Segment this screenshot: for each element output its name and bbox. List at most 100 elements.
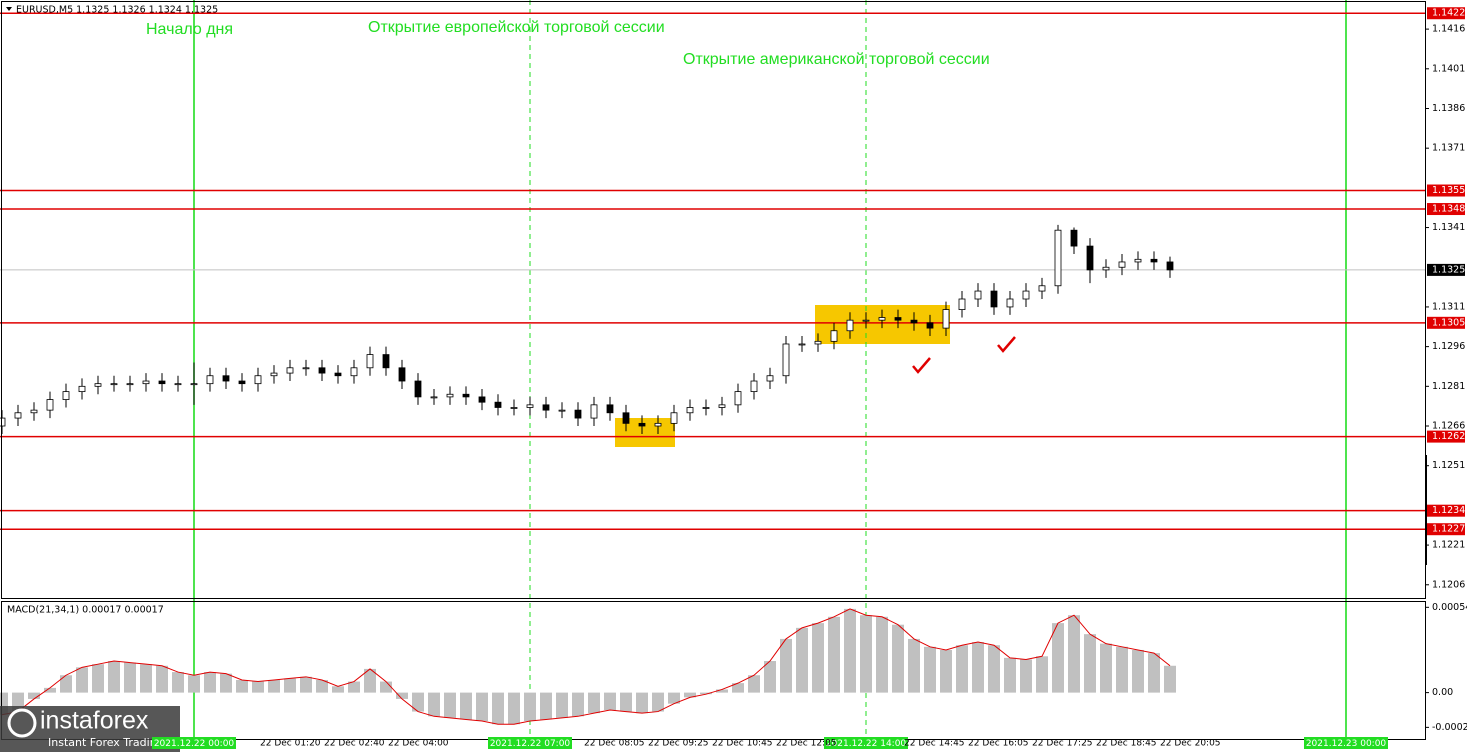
macd-bar xyxy=(92,664,104,693)
candle-body xyxy=(846,319,854,332)
candle-body xyxy=(1038,285,1046,292)
level-label: 1.1227 xyxy=(1432,524,1465,535)
y-tick-label: 0.00054 xyxy=(1432,602,1467,613)
session-label: 2021.12.22 00:00 xyxy=(154,739,235,749)
candle-body xyxy=(782,343,790,377)
level-label: 1.1305 xyxy=(1432,317,1465,328)
macd-bar xyxy=(828,616,840,693)
candle-body xyxy=(686,407,694,414)
candle-body xyxy=(942,309,950,329)
macd-bar xyxy=(1020,659,1032,693)
macd-bar xyxy=(124,662,136,693)
macd-bar xyxy=(812,623,824,693)
candle-body xyxy=(318,367,326,374)
session-label-bg xyxy=(1304,737,1388,749)
macd-bar xyxy=(780,638,792,693)
candle-body xyxy=(718,404,726,408)
level-label: 1.1262 xyxy=(1432,431,1465,442)
macd-bar xyxy=(1100,643,1112,693)
candle-body xyxy=(446,393,454,398)
macd-bar xyxy=(380,681,392,693)
x-tick-label: 22 Dec 08:05 xyxy=(584,739,645,749)
level-label-bg xyxy=(1427,316,1465,329)
y-tick-label: 1.1266 xyxy=(1432,421,1465,432)
candle-body xyxy=(750,380,758,393)
y-tick-label: 1.1341 xyxy=(1432,222,1465,233)
macd-bar xyxy=(300,676,312,693)
candle-body xyxy=(334,372,342,377)
macd-bar xyxy=(492,692,504,725)
candle-body xyxy=(590,404,598,419)
macd-title: MACD(21,34,1) 0.00017 0.00017 xyxy=(7,605,164,616)
check-mark xyxy=(997,336,1016,353)
candle-body xyxy=(190,383,198,386)
macd-bar xyxy=(588,692,600,714)
candle-body xyxy=(14,412,22,419)
macd-bar xyxy=(348,681,360,693)
macd-bar xyxy=(700,692,712,695)
candle-body xyxy=(558,409,566,412)
level-label: 1.1348 xyxy=(1432,204,1465,215)
macd-bar xyxy=(524,692,536,722)
macd-bar xyxy=(684,692,696,698)
macd-bar xyxy=(972,642,984,693)
candle-body xyxy=(158,380,166,385)
y-tick-label: 1.1281 xyxy=(1432,381,1465,392)
macd-bar xyxy=(988,645,1000,693)
y-tick-label: 1.1296 xyxy=(1432,341,1465,352)
level-label-bg xyxy=(1427,7,1465,20)
candle-body xyxy=(926,322,934,329)
last-price-bg xyxy=(1427,263,1465,276)
candle-body xyxy=(1166,261,1174,271)
macd-bar xyxy=(252,681,264,693)
candle-body xyxy=(670,412,678,424)
macd-bar xyxy=(332,686,344,693)
candle-body xyxy=(830,330,838,342)
candle-body xyxy=(238,380,246,385)
x-tick-label: 22 Dec 12:05 xyxy=(776,739,837,749)
candle-body xyxy=(862,319,870,322)
candle-body xyxy=(766,375,774,382)
macd-bar xyxy=(60,675,72,693)
macd-bar xyxy=(748,675,760,693)
candle-body xyxy=(814,340,822,345)
candle-body xyxy=(302,367,310,370)
candle-body xyxy=(46,399,54,411)
x-tick-label: 22 Dec 09:25 xyxy=(648,739,709,749)
y-tick-label: 1.1206 xyxy=(1432,579,1465,590)
macd-bar xyxy=(188,675,200,693)
macd-bar xyxy=(764,661,776,693)
session-label: 2021.12.22 07:00 xyxy=(490,739,571,749)
y-tick-label: 1.1401 xyxy=(1432,63,1465,74)
macd-bar xyxy=(604,692,616,710)
candle-body xyxy=(1102,266,1110,271)
session-label-bg xyxy=(152,737,236,749)
macd-bar xyxy=(1116,646,1128,693)
macd-bar xyxy=(908,638,920,693)
candle-body xyxy=(126,383,134,386)
plot xyxy=(0,0,1425,740)
macd-bar xyxy=(732,683,744,693)
candle-body xyxy=(414,380,422,398)
level-label-bg xyxy=(1427,430,1465,443)
candle-body xyxy=(110,383,118,386)
x-tick-label: 22 Dec 20:05 xyxy=(1160,739,1221,749)
watermark-name: instaforex xyxy=(40,707,149,735)
macd-bar xyxy=(1132,649,1144,693)
candle-body xyxy=(494,401,502,408)
macd-bar xyxy=(892,624,904,693)
candle-body xyxy=(702,407,710,409)
y-tick-label: 1.1251 xyxy=(1432,460,1465,471)
chart-header: EURUSD,M5 1.1325 1.1326 1.1324 1.1325 xyxy=(16,5,218,16)
watermark-logo xyxy=(7,708,37,738)
candle-body xyxy=(1006,298,1014,308)
y-tick-label: 1.1311 xyxy=(1432,301,1465,312)
macd-bar xyxy=(1052,623,1064,693)
y-tick-label: -0.00022 xyxy=(1432,722,1467,733)
level-label-bg xyxy=(1427,184,1465,197)
candle-body xyxy=(574,409,582,419)
macd-bar xyxy=(540,692,552,720)
macd-bar xyxy=(364,668,376,693)
macd-bar xyxy=(844,608,856,693)
